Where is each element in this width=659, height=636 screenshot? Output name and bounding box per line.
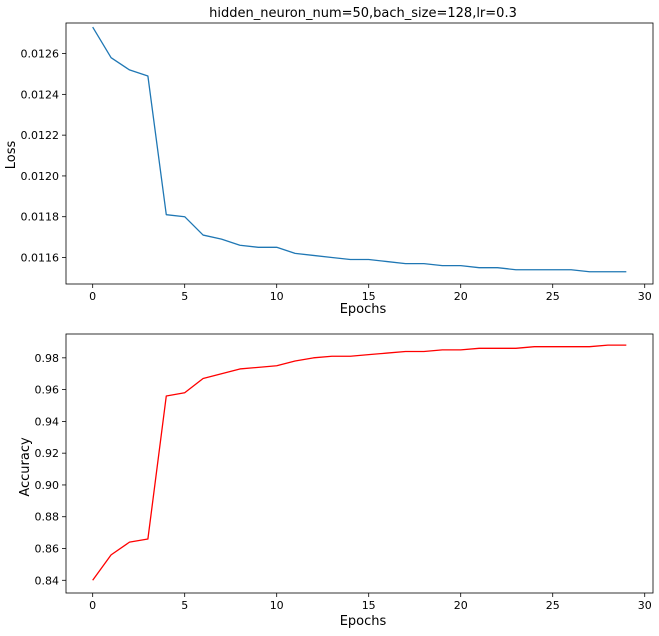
loss-xtick-label: 30 xyxy=(638,290,652,303)
accuracy-ytick-label: 0.90 xyxy=(35,479,60,492)
accuracy-ytick-label: 0.92 xyxy=(35,447,60,460)
loss-xtick-label: 25 xyxy=(546,290,560,303)
loss-axes-frame xyxy=(65,22,654,285)
accuracy-xtick-label: 15 xyxy=(362,599,376,612)
loss-series-line xyxy=(92,26,627,273)
accuracy-plot: 0 5 10 15 20 25 30 0.84 0.86 0.88 0.90 0.92 0.94 0.96… xyxy=(35,333,654,612)
accuracy-ytick-label: 0.88 xyxy=(35,511,60,524)
loss-ytick-label: 0.0126 xyxy=(21,48,60,61)
accuracy-xtick-label: 10 xyxy=(270,599,284,612)
accuracy-xlabel: Epochs xyxy=(340,614,387,629)
loss-ytick-label: 0.0120 xyxy=(21,170,60,183)
loss-ytick-label: 0.0118 xyxy=(21,211,60,224)
accuracy-xtick-label: 0 xyxy=(89,599,96,612)
loss-xtick-label: 0 xyxy=(89,290,96,303)
accuracy-ytick-label: 0.96 xyxy=(35,384,60,397)
chart-1-title: hidden_neuron_num=50,bach_size=128,lr=0.… xyxy=(209,6,517,21)
loss-ytick-label: 0.0122 xyxy=(21,129,60,142)
loss-ylabel: Loss xyxy=(4,141,19,170)
accuracy-axes-frame xyxy=(65,333,654,594)
loss-ytick-label: 0.0116 xyxy=(21,251,60,264)
accuracy-series-line xyxy=(92,344,627,581)
loss-xtick-label: 5 xyxy=(181,290,188,303)
accuracy-ytick-label: 0.86 xyxy=(35,543,60,556)
accuracy-xtick-label: 30 xyxy=(638,599,652,612)
accuracy-ytick-label: 0.94 xyxy=(35,415,60,428)
accuracy-ytick-label: 0.84 xyxy=(35,574,60,587)
accuracy-ylabel: Accuracy xyxy=(18,437,33,497)
loss-ytick-label: 0.0124 xyxy=(21,88,60,101)
loss-xtick-label: 10 xyxy=(270,290,284,303)
loss-xtick-label: 20 xyxy=(454,290,468,303)
accuracy-xtick-label: 5 xyxy=(181,599,188,612)
accuracy-xtick-label: 20 xyxy=(454,599,468,612)
loss-xtick-label: 15 xyxy=(362,290,376,303)
accuracy-ytick-label: 0.98 xyxy=(35,352,60,365)
accuracy-xtick-label: 25 xyxy=(546,599,560,612)
loss-plot: 0 5 10 15 20 25 30 0.0116 0.0118 0.0120 0.0122 0.01… xyxy=(21,22,654,303)
loss-xlabel: Epochs xyxy=(340,302,387,317)
